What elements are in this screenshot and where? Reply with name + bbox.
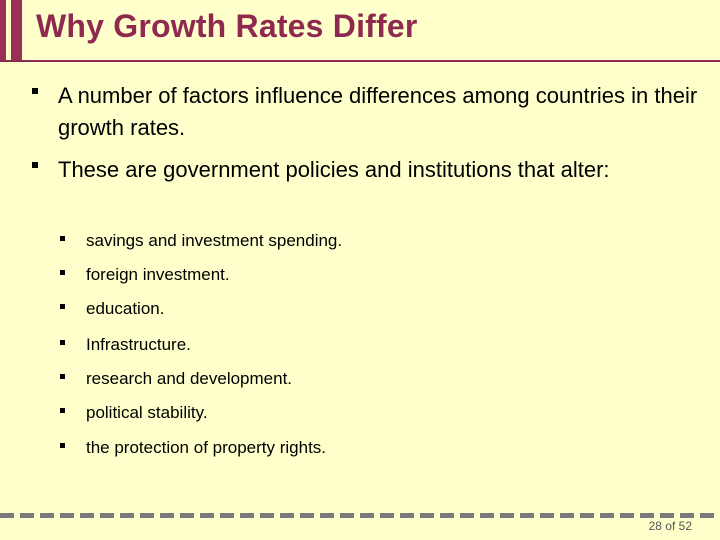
bullet-square-icon: [32, 162, 38, 168]
sub-bullet-square-icon: [60, 270, 65, 275]
slide-title: Why Growth Rates Differ: [36, 8, 418, 44]
accent-bar-stripe: [6, 0, 11, 60]
sub-bullet-1: savings and investment spending.: [60, 230, 686, 252]
sub-bullet-3: education.: [60, 298, 686, 320]
bullet-2: These are government policies and instit…: [32, 154, 698, 186]
sub-bullet-square-icon: [60, 408, 65, 413]
sub-bullet-square-icon: [60, 236, 65, 241]
bullet-1: A number of factors influence difference…: [32, 80, 698, 144]
sub-bullet-text: foreign investment.: [86, 265, 230, 284]
sub-bullet-square-icon: [60, 443, 65, 448]
sub-bullet-text: savings and investment spending.: [86, 231, 343, 250]
sub-bullet-text: Infrastructure.: [86, 335, 191, 354]
bullet-square-icon: [32, 88, 38, 94]
footer-dashed-rule: [0, 513, 720, 518]
sub-bullet-6: political stability.: [60, 402, 686, 424]
sub-bullet-4: Infrastructure.: [60, 334, 686, 356]
sub-bullet-text: the protection of property rights.: [86, 438, 327, 457]
title-divider: [0, 60, 720, 62]
sub-bullet-2: foreign investment.: [60, 264, 686, 286]
title-accent-bar: [0, 0, 22, 60]
sub-bullet-text: education.: [86, 299, 165, 318]
sub-bullet-text: political stability.: [86, 403, 208, 422]
sub-bullet-7: the protection of property rights.: [60, 437, 686, 459]
sub-bullet-square-icon: [60, 304, 65, 309]
bullet-1-text: A number of factors influence difference…: [58, 83, 698, 140]
sub-bullet-square-icon: [60, 340, 65, 345]
sub-bullet-square-icon: [60, 374, 65, 379]
page-number: 28 of 52: [648, 519, 692, 533]
sub-bullet-text: research and development.: [86, 369, 293, 388]
sub-bullet-5: research and development.: [60, 368, 686, 390]
bullet-2-text: These are government policies and instit…: [58, 157, 610, 182]
